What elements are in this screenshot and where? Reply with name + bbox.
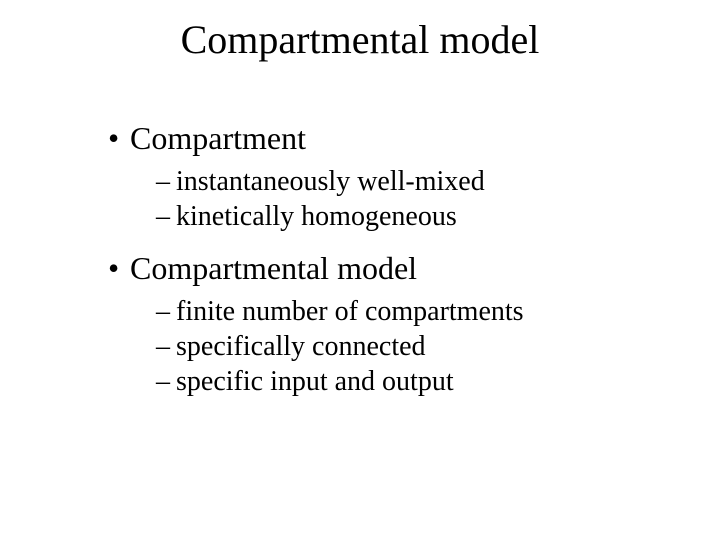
bullet-dash-icon: –	[156, 294, 176, 329]
bullet-label: Compartment	[130, 120, 306, 156]
bullet-dash-icon: –	[156, 199, 176, 234]
sub-bullet-label: specific input and output	[176, 366, 454, 397]
bullet-level2: –instantaneously well-mixed	[156, 164, 648, 199]
sub-bullet-label: specifically connected	[176, 331, 426, 362]
bullet-level2: –specifically connected	[156, 329, 648, 364]
bullet-level1: •Compartment	[108, 118, 648, 158]
sub-bullet-label: finite number of compartments	[176, 296, 524, 327]
bullet-dash-icon: –	[156, 364, 176, 399]
bullet-dash-icon: –	[156, 164, 176, 199]
bullet-dot-icon: •	[108, 248, 130, 288]
slide: Compartmental model •Compartment –instan…	[0, 0, 720, 540]
bullet-level2: –kinetically homogeneous	[156, 199, 648, 234]
sub-bullet-group: –finite number of compartments –specific…	[156, 294, 648, 399]
slide-title: Compartmental model	[0, 16, 720, 63]
bullet-level2: –finite number of compartments	[156, 294, 648, 329]
bullet-level2: –specific input and output	[156, 364, 648, 399]
bullet-label: Compartmental model	[130, 250, 417, 286]
sub-bullet-group: –instantaneously well-mixed –kinetically…	[156, 164, 648, 234]
bullet-dot-icon: •	[108, 118, 130, 158]
slide-body: •Compartment –instantaneously well-mixed…	[108, 118, 648, 413]
sub-bullet-label: instantaneously well-mixed	[176, 166, 485, 197]
bullet-dash-icon: –	[156, 329, 176, 364]
sub-bullet-label: kinetically homogeneous	[176, 201, 457, 232]
bullet-level1: •Compartmental model	[108, 248, 648, 288]
